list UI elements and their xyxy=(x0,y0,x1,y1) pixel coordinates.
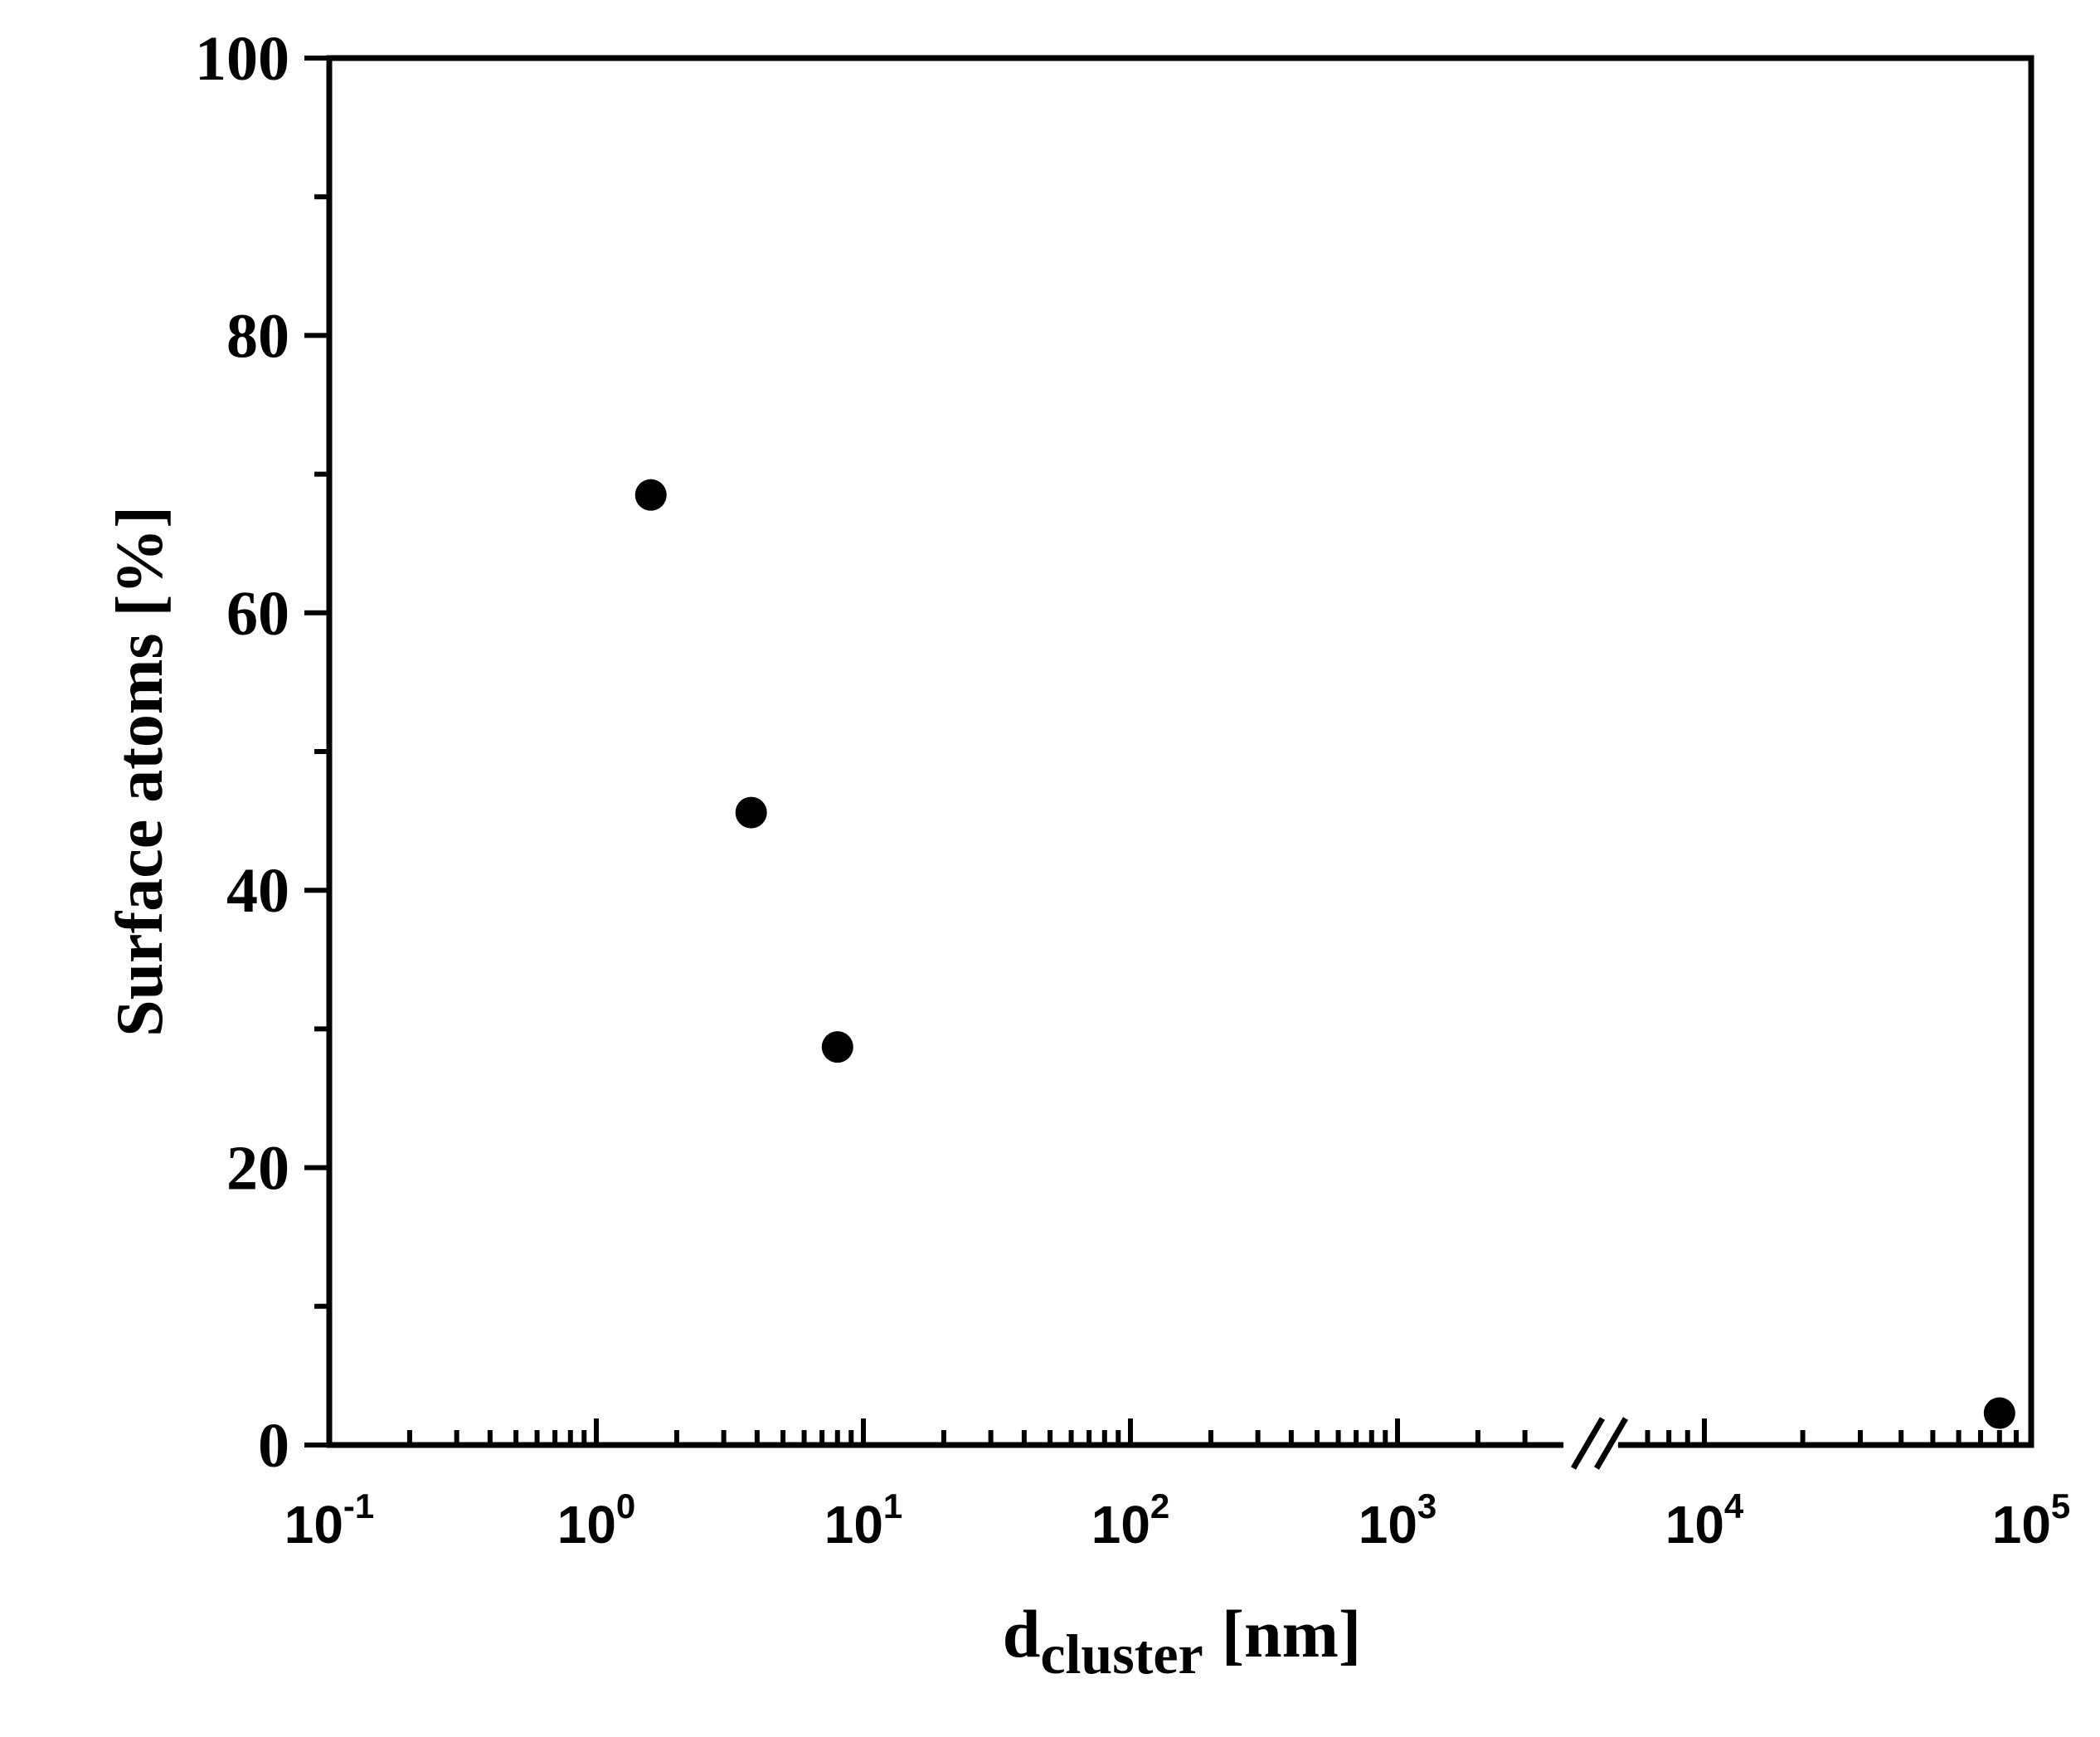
x-axis-label-main: d xyxy=(1003,1596,1041,1671)
y-axis-tick-labels: 0 20 40 60 80 100 xyxy=(195,24,289,1481)
x-tick-label-base: 10 xyxy=(1665,1495,1724,1555)
x-tick-label: 10-1 xyxy=(284,1486,375,1555)
y-tick-label: 60 xyxy=(226,579,289,649)
x-axis-label-unit: [nm] xyxy=(1222,1596,1362,1671)
x-tick-label-base: 10 xyxy=(284,1495,343,1555)
x-axis-break-marks xyxy=(1563,1417,1629,1470)
y-tick-label: 20 xyxy=(226,1134,289,1204)
x-tick-label-base: 10 xyxy=(557,1495,616,1555)
x-tick-label-exponent: 5 xyxy=(2051,1486,2070,1525)
x-axis-label-subscript: cluster xyxy=(1040,1623,1203,1686)
x-tick-label: 105 xyxy=(1992,1486,2071,1555)
x-tick-label-base: 10 xyxy=(1359,1495,1417,1555)
data-point xyxy=(821,1031,853,1063)
x-axis-ticks xyxy=(327,1418,2019,1445)
data-points xyxy=(634,479,2015,1429)
x-axis-tick-labels: 10-1 100 101 102 103 104 105 xyxy=(284,1486,2071,1555)
x-tick-label-exponent: 3 xyxy=(1417,1486,1436,1525)
data-point xyxy=(735,796,767,829)
axis-break-gap xyxy=(1563,1440,1618,1450)
x-tick-label: 103 xyxy=(1359,1486,1437,1555)
y-axis-label: Surface atoms [%] xyxy=(104,506,177,1037)
y-tick-label: 80 xyxy=(226,301,289,371)
x-axis-label: dcluster [nm] xyxy=(1003,1596,1362,1686)
x-tick-label-exponent: 2 xyxy=(1150,1486,1169,1525)
x-tick-label-exponent: 1 xyxy=(883,1486,902,1525)
axis-break-slash xyxy=(1593,1417,1629,1470)
x-tick-label: 102 xyxy=(1091,1486,1170,1555)
x-tick-label-exponent: 0 xyxy=(616,1486,635,1525)
x-tick-label-exponent: -1 xyxy=(343,1486,374,1525)
axis-break-slash xyxy=(1570,1417,1606,1470)
plot-area xyxy=(326,55,2034,1448)
y-axis-ticks xyxy=(304,56,329,1448)
data-point xyxy=(1983,1397,2015,1429)
y-tick-label: 40 xyxy=(226,856,289,926)
x-tick-label: 101 xyxy=(824,1486,903,1555)
y-tick-label: 100 xyxy=(195,24,289,94)
x-tick-label: 104 xyxy=(1665,1486,1744,1555)
y-tick-label: 0 xyxy=(258,1411,289,1481)
data-point xyxy=(634,479,667,511)
x-tick-label: 100 xyxy=(557,1486,636,1555)
x-tick-label-base: 10 xyxy=(824,1495,883,1555)
x-tick-label-base: 10 xyxy=(1091,1495,1150,1555)
plot-frame xyxy=(326,55,2034,1448)
x-tick-label-exponent: 4 xyxy=(1724,1486,1744,1525)
x-tick-label-base: 10 xyxy=(1992,1495,2051,1555)
